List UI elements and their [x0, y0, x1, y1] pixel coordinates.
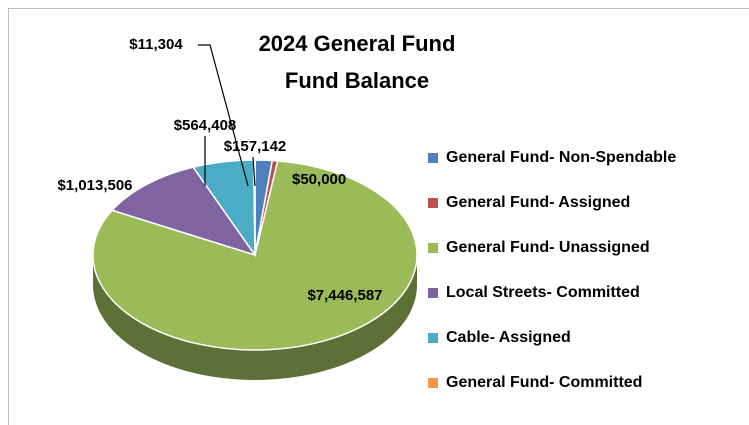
data-label: $50,000: [292, 171, 346, 188]
legend-swatch: [428, 333, 438, 343]
legend-swatch: [428, 198, 438, 208]
legend-swatch: [428, 243, 438, 253]
legend-swatch: [428, 378, 438, 388]
legend-label: General Fund- Non-Spendable: [446, 149, 676, 166]
data-label: $7,446,587: [307, 287, 382, 304]
data-label: $1,013,506: [57, 177, 132, 194]
legend-label: General Fund- Unassigned: [446, 239, 650, 256]
legend-label: General Fund- Assigned: [446, 194, 630, 211]
leader-line: [252, 156, 256, 187]
data-label: $564,408: [174, 117, 237, 134]
slice: [110, 166, 257, 257]
chart-title: Fund Balance: [285, 68, 429, 93]
legend-swatch: [428, 153, 438, 163]
chart-title: 2024 General Fund: [259, 31, 456, 56]
legend-label: Cable- Assigned: [446, 329, 571, 346]
legend-label: Local Streets- Committed: [446, 284, 640, 301]
slice-side: [93, 255, 417, 380]
data-label: $11,304: [129, 36, 183, 53]
leader-line: [198, 44, 249, 187]
data-label: $157,142: [224, 138, 287, 155]
legend-swatch: [428, 288, 438, 298]
legend-label: General Fund- Committed: [446, 374, 642, 391]
